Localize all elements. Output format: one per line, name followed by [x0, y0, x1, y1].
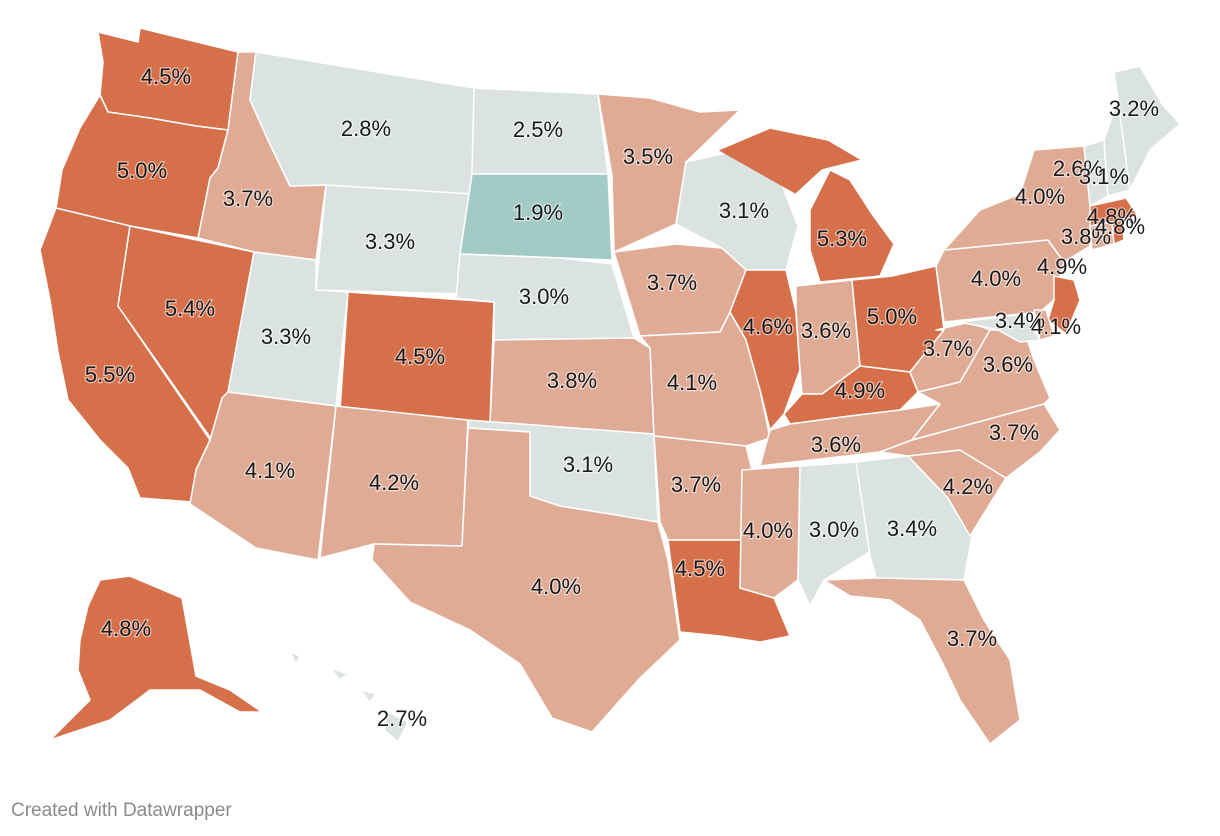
- state-label-ky: 4.9%: [835, 378, 885, 403]
- us-choropleth-map: 4.5% 5.0% 5.5% 5.4% 3.7% 2.8% 3.3% 3.3% 4.1% 4.5%…: [39, 27, 1181, 745]
- state-label-ia: 3.7%: [647, 270, 697, 295]
- state-label-ma: 4.8%: [1087, 204, 1137, 229]
- states-layer: [39, 27, 1181, 745]
- state-label-mt: 2.8%: [341, 116, 391, 141]
- state-nc[interactable]: [879, 403, 1061, 479]
- state-ri[interactable]: [1111, 219, 1125, 245]
- state-label-de: 4.1%: [1031, 314, 1081, 339]
- state-il[interactable]: [729, 269, 801, 431]
- state-label-ks: 3.8%: [547, 368, 597, 393]
- state-label-ri: 4.8%: [1095, 214, 1145, 239]
- state-label-co: 4.5%: [395, 344, 445, 369]
- state-label-in: 3.6%: [801, 318, 851, 343]
- state-label-nv: 5.4%: [165, 296, 215, 321]
- state-label-az: 4.1%: [245, 458, 295, 483]
- state-label-sc: 4.2%: [943, 474, 993, 499]
- state-me[interactable]: [1113, 65, 1181, 191]
- state-label-ny: 4.0%: [1015, 184, 1065, 209]
- state-label-mi: 5.3%: [817, 226, 867, 251]
- state-label-ms: 4.0%: [743, 518, 793, 543]
- state-nj[interactable]: [1047, 275, 1081, 335]
- state-label-nm: 4.2%: [369, 470, 419, 495]
- state-label-il: 4.6%: [743, 314, 793, 339]
- state-sd[interactable]: [459, 173, 613, 261]
- map-svg: 4.5% 5.0% 5.5% 5.4% 3.7% 2.8% 3.3% 3.3% 4.1% 4.5%…: [39, 27, 1181, 745]
- state-hi[interactable]: [289, 651, 409, 743]
- state-label-wv: 3.7%: [923, 336, 973, 361]
- state-label-ar: 3.7%: [671, 472, 721, 497]
- state-label-wi: 3.1%: [719, 198, 769, 223]
- state-label-nc: 3.7%: [989, 420, 1039, 445]
- state-label-hi: 2.7%: [377, 706, 427, 731]
- state-label-nh: 3.1%: [1079, 164, 1129, 189]
- state-label-me: 3.2%: [1109, 96, 1159, 121]
- state-mo[interactable]: [639, 311, 771, 447]
- state-label-nd: 2.5%: [513, 117, 563, 142]
- state-label-ut: 3.3%: [261, 324, 311, 349]
- state-label-tn: 3.6%: [811, 432, 861, 457]
- state-label-ak: 4.8%: [101, 616, 151, 641]
- labels-layer: 4.5% 5.0% 5.5% 5.4% 3.7% 2.8% 3.3% 3.3% 4.1% 4.5%…: [84, 63, 1161, 733]
- state-label-ne: 3.0%: [519, 284, 569, 309]
- state-label-ga: 3.4%: [887, 516, 937, 541]
- state-ak[interactable]: [49, 575, 263, 741]
- state-label-oh: 5.0%: [867, 304, 917, 329]
- state-label-tx: 4.0%: [531, 574, 581, 599]
- state-mi[interactable]: [717, 127, 895, 283]
- state-ms[interactable]: [739, 465, 801, 599]
- state-label-nj: 4.9%: [1037, 254, 1087, 279]
- state-label-id: 3.7%: [223, 186, 273, 211]
- state-md[interactable]: [959, 313, 1041, 343]
- state-de[interactable]: [1033, 309, 1055, 341]
- state-label-pa: 4.0%: [971, 266, 1021, 291]
- state-label-wa: 4.5%: [141, 64, 191, 89]
- state-label-md: 3.4%: [995, 308, 1045, 333]
- state-label-sd: 1.9%: [513, 200, 563, 225]
- state-label-mn: 3.5%: [623, 144, 673, 169]
- state-label-la: 4.5%: [675, 556, 725, 581]
- state-label-fl: 3.7%: [947, 626, 997, 651]
- state-label-ct: 3.8%: [1061, 224, 1111, 249]
- state-ma[interactable]: [1089, 197, 1139, 227]
- state-label-or: 5.0%: [117, 158, 167, 183]
- state-label-al: 3.0%: [809, 517, 859, 542]
- state-tx[interactable]: [371, 427, 681, 733]
- state-label-ca: 5.5%: [85, 362, 135, 387]
- state-fl[interactable]: [823, 577, 1021, 745]
- state-label-vt: 2.6%: [1053, 156, 1103, 181]
- state-label-mo: 4.1%: [667, 370, 717, 395]
- state-label-ok: 3.1%: [563, 452, 613, 477]
- state-label-wy: 3.3%: [365, 229, 415, 254]
- datawrapper-credit[interactable]: Created with Datawrapper: [11, 800, 232, 821]
- state-label-va: 3.6%: [983, 352, 1033, 377]
